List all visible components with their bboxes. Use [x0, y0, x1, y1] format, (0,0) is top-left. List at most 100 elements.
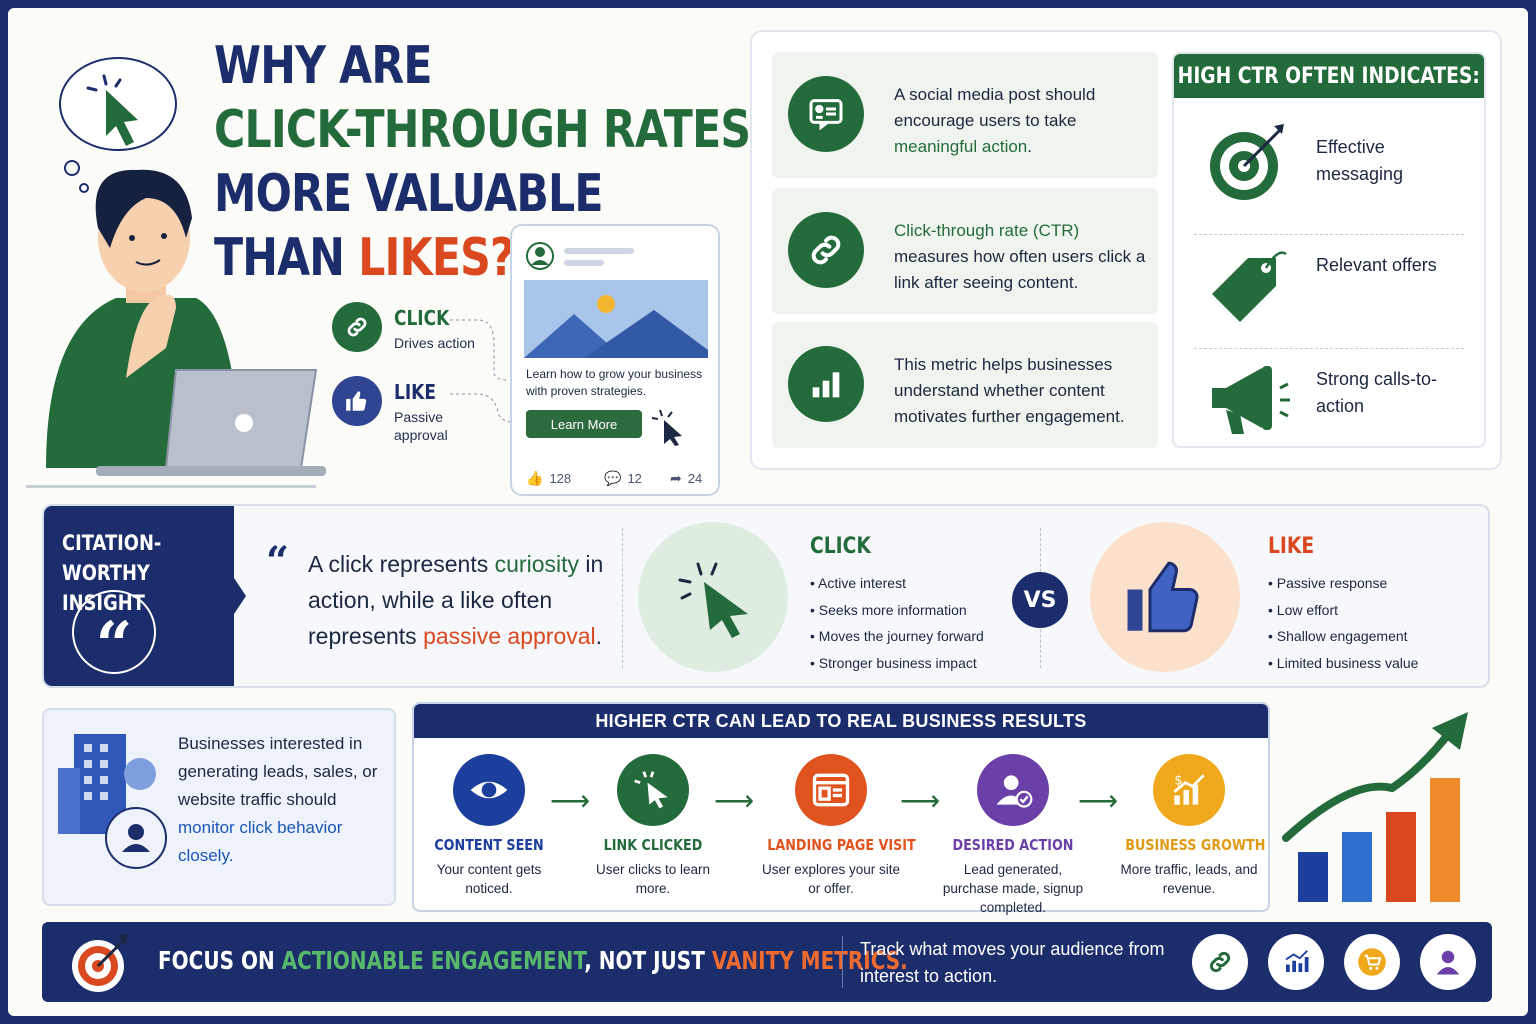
arrow-right-icon: ⟶ — [714, 785, 755, 816]
footer-subtext: Track what moves your audience from inte… — [860, 939, 1165, 986]
indicator-divider — [1194, 348, 1464, 349]
indicators-box: HIGH CTR OFTEN INDICATES: Effective mess… — [1172, 52, 1486, 448]
process-title: HIGHER CTR CAN LEAD TO REAL BUSINESS RES… — [414, 704, 1268, 738]
indicator-divider — [1194, 234, 1464, 235]
footer-a: FOCUS ON — [158, 946, 282, 975]
compare-click-item: Active interest — [810, 570, 984, 597]
info-row-metric: This metric helps businesses understand … — [772, 322, 1158, 448]
compare-click-item: Stronger business impact — [810, 650, 984, 677]
infographic: WHY ARE CLICK-THROUGH RATES MORE VALUABL… — [8, 8, 1528, 1016]
page-title: WHY ARE CLICK-THROUGH RATES MORE VALUABL… — [214, 34, 754, 290]
arrow-right-icon: ⟶ — [550, 785, 591, 816]
insight-quote: A click represents curiosity in action, … — [308, 546, 618, 654]
cursor-icon — [651, 409, 682, 446]
step-3-title: LANDING PAGE VISIT — [767, 836, 916, 854]
results-process: HIGHER CTR CAN LEAD TO REAL BUSINESS RES… — [412, 702, 1270, 915]
info-2-em: Click-through rate (CTR) — [894, 221, 1080, 240]
info-1-pre: A social media post should encourage use… — [894, 85, 1096, 130]
step-desired-action: DESIRED ACTION Lead generated, purchase … — [938, 754, 1088, 917]
arrow-right-icon: ⟶ — [1078, 785, 1119, 816]
comment-icon: 💬 — [604, 470, 622, 486]
step-5-title: BUSINESS GROWTH — [1125, 836, 1266, 854]
like-icon: 👍 — [526, 470, 544, 486]
legend-connectors — [450, 319, 515, 423]
footer-c: , NOT JUST — [584, 946, 712, 975]
footer-d: VANITY METRICS. — [711, 946, 908, 975]
insight-band: CITATION-WORTHY INSIGHT “ “ A click repr… — [42, 504, 1490, 688]
share-icon: ➦ — [670, 470, 682, 486]
thinking-person-illustration — [26, 57, 326, 488]
message-icon — [788, 76, 864, 152]
megaphone-icon — [1212, 366, 1290, 434]
indicator-1-text: Effective messaging — [1316, 137, 1404, 184]
compare-like-item: Shallow engagement — [1268, 623, 1418, 650]
band-pointer — [234, 578, 246, 614]
title-line-4-b: LIKES? — [358, 228, 515, 288]
compare-like-list: Passive response Low effort Shallow enga… — [1268, 570, 1419, 677]
info-1-em: meaningful action — [894, 137, 1028, 156]
step-3-desc: User explores your site or offer. — [761, 862, 901, 896]
webpage-icon — [795, 754, 867, 826]
compare-click-list: Active interest Seeks more information M… — [810, 570, 984, 676]
vs-badge: VS — [1012, 572, 1068, 628]
bar-chart-icon — [788, 346, 864, 422]
indicator-3-text: Strong calls-to-action — [1316, 369, 1438, 416]
indicators-title-text: HIGH CTR OFTEN INDICATES: — [1177, 63, 1481, 89]
info-row-action: A social media post should encourage use… — [772, 52, 1158, 178]
svg-text:$: $ — [1174, 774, 1182, 789]
quote-icon: “ — [72, 590, 156, 683]
legend-like-title: LIKE — [394, 380, 436, 404]
user-check-icon — [977, 754, 1049, 826]
indicators-title: HIGH CTR OFTEN INDICATES: — [1174, 54, 1484, 98]
compare-like-title: LIKE — [1268, 534, 1315, 559]
legend-like-desc: Passive approval — [394, 409, 448, 443]
leads-text-em: monitor click behavior closely. — [178, 818, 343, 865]
leads-text: Businesses interested in generating lead… — [178, 730, 388, 870]
post-comments[interactable]: 💬 12 — [604, 470, 642, 487]
step-4-desc: Lead generated, purchase made, signup co… — [942, 862, 1084, 915]
step-business-growth: $ BUSINESS GROWTH More traffic, leads, a… — [1114, 754, 1266, 898]
user-icon — [1420, 934, 1476, 990]
compare-like-item: Limited business value — [1268, 650, 1419, 677]
comments-count: 12 — [627, 471, 642, 486]
post-caption: Learn how to grow your business with pro… — [526, 367, 703, 398]
target-arrow-icon — [72, 934, 128, 992]
click-cursor-icon — [638, 522, 788, 672]
growth-chart-icon: $ — [1153, 754, 1225, 826]
learn-more-button[interactable]: Learn More — [526, 410, 642, 438]
step-landing-page: LANDING PAGE VISIT User explores your si… — [756, 754, 916, 898]
quote-part-2: in action, while a like often represents — [308, 551, 604, 649]
compare-click-item: Seeks more information — [810, 597, 984, 624]
footer-b: ACTIONABLE ENGAGEMENT — [281, 946, 585, 975]
indicator-cta: Strong calls-to-action — [1194, 348, 1464, 448]
info-1-post: . — [1027, 137, 1032, 156]
thumbs-up-icon — [332, 376, 382, 426]
leads-box: Businesses interested in generating lead… — [42, 708, 396, 906]
target-icon — [1210, 124, 1284, 200]
thumbs-up-large-icon — [1090, 522, 1240, 672]
compare-click-item: Moves the journey forward — [810, 623, 984, 650]
indicator-messaging: Effective messaging — [1194, 116, 1464, 216]
growth-bars-icon — [1282, 712, 1468, 902]
legend-click-desc: Drives action — [394, 335, 475, 351]
info-panel: A social media post should encourage use… — [750, 30, 1502, 470]
footer-banner: FOCUS ON ACTIONABLE ENGAGEMENT, NOT JUST… — [42, 922, 1492, 1002]
quote-em-1: curiosity — [494, 551, 579, 577]
insight-label-block: CITATION-WORTHY INSIGHT “ — [44, 506, 234, 686]
link-icon — [1192, 934, 1248, 990]
step-1-title: CONTENT SEEN — [434, 836, 544, 854]
step-5-desc: More traffic, leads, and revenue. — [1120, 862, 1258, 896]
step-1-desc: Your content gets noticed. — [436, 862, 542, 896]
step-4-title: DESIRED ACTION — [952, 836, 1074, 854]
compare-click-title: CLICK — [810, 534, 871, 559]
price-tag-icon — [1212, 251, 1287, 322]
quote-part-3: . — [595, 623, 603, 649]
likes-count: 128 — [549, 471, 572, 486]
step-content-seen: CONTENT SEEN Your content gets noticed. — [414, 754, 564, 898]
post-shares[interactable]: ➦ 24 — [670, 470, 702, 487]
indicator-offers: Relevant offers — [1194, 234, 1464, 334]
cursor-click-icon — [617, 754, 689, 826]
post-likes[interactable]: 👍 128 — [526, 470, 571, 487]
building-user-icon — [58, 734, 167, 869]
compare-like-item: Passive response — [1268, 570, 1418, 597]
